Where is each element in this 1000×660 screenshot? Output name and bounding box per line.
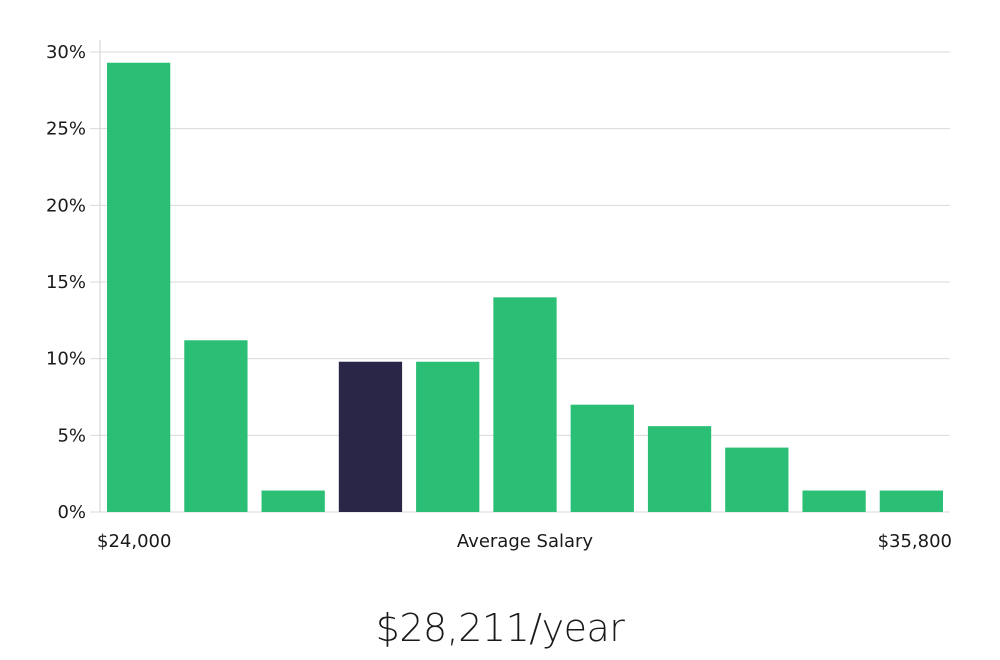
- bar: [725, 447, 789, 512]
- y-tick-label: 0%: [57, 502, 86, 523]
- x-max-label: $35,800: [878, 531, 952, 552]
- y-tick-label: 20%: [46, 195, 86, 216]
- bar: [570, 404, 634, 512]
- salary-histogram: 0% 5% 10% 15% 20% 25% 30% $24,000 Average Sala…: [46, 40, 952, 552]
- y-tick-label: 15%: [46, 272, 86, 293]
- average-salary-value: $28,211/year: [375, 606, 625, 650]
- y-tick-label: 5%: [57, 425, 86, 446]
- y-tick-label: 30%: [46, 42, 86, 63]
- bar-highlighted: [338, 361, 403, 512]
- bar: [879, 490, 943, 512]
- bar: [261, 490, 325, 512]
- x-axis-title: Average Salary: [457, 531, 594, 552]
- bar: [647, 426, 712, 512]
- bars: [107, 62, 943, 512]
- bar: [493, 297, 557, 512]
- y-axis-ticks: 0% 5% 10% 15% 20% 25% 30%: [46, 42, 86, 523]
- bar: [802, 490, 866, 512]
- bar: [184, 340, 248, 512]
- y-tick-label: 10%: [46, 349, 86, 370]
- x-min-label: $24,000: [97, 531, 171, 552]
- bar: [107, 62, 171, 512]
- y-tick-label: 25%: [46, 119, 86, 140]
- bar: [416, 361, 480, 512]
